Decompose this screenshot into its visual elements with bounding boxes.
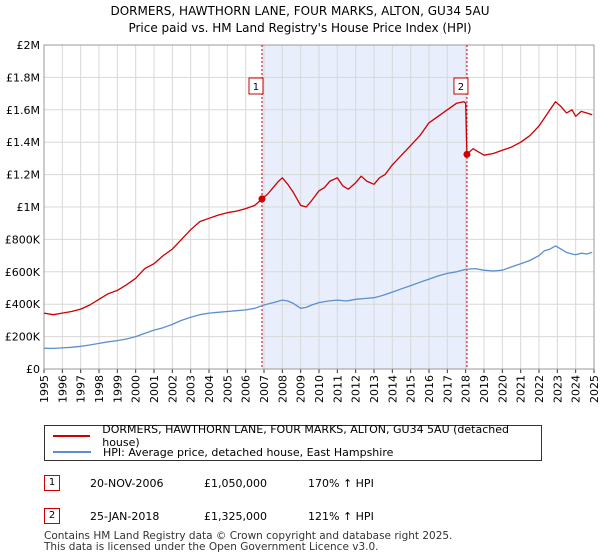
y-tick-label: £800K: [5, 233, 41, 246]
x-tick-label: 2005: [221, 375, 234, 403]
sale-number-label: 2: [458, 82, 464, 93]
y-tick-label: £0: [26, 363, 40, 376]
transaction-number: 1: [44, 475, 60, 491]
x-tick-label: 2025: [588, 375, 600, 403]
sale-number-box: [248, 77, 264, 95]
x-tick-label: 2012: [350, 375, 363, 403]
x-tick-label: 2002: [166, 375, 179, 403]
x-tick-label: 1995: [38, 375, 51, 403]
sale-number-box: [453, 77, 469, 95]
y-tick-label: £1M: [17, 201, 41, 214]
y-tick-label: £2M: [17, 39, 41, 52]
legend-item-hpi: HPI: Average price, detached house, East…: [53, 444, 393, 460]
price-chart: DORMERS, HAWTHORN LANE, FOUR MARKS, ALTO…: [5, 4, 600, 403]
x-tick-label: 1997: [75, 375, 88, 403]
plot-frame: [43, 44, 595, 370]
x-tick-label: 2017: [441, 375, 454, 403]
hpi-line: [43, 245, 593, 350]
x-tick-label: 2014: [386, 375, 399, 403]
transaction-date: 25-JAN-2018: [90, 510, 160, 523]
x-tick-label: 2001: [148, 375, 161, 403]
transaction-price: £1,325,000: [204, 510, 267, 523]
x-tick-label: 2007: [258, 375, 271, 403]
y-tick-label: £1.6M: [6, 104, 40, 117]
y-tick-label: £1.2M: [6, 169, 40, 182]
x-tick-label: 1999: [111, 375, 124, 403]
legend-label-property: DORMERS, HAWTHORN LANE, FOUR MARKS, ALTO…: [102, 423, 509, 449]
legend-item-property: DORMERS, HAWTHORN LANE, FOUR MARKS, ALTO…: [53, 423, 541, 449]
x-tick-label: 2018: [460, 375, 473, 403]
legend-swatch-property: [53, 435, 91, 437]
y-tick-label: £600K: [5, 266, 41, 279]
x-tick-label: 2015: [405, 375, 418, 403]
x-tick-label: 2021: [515, 375, 528, 403]
x-tick-label: 2013: [368, 375, 381, 403]
legend-label-hpi: HPI: Average price, detached house, East…: [103, 445, 394, 459]
x-tick-label: 2010: [313, 375, 326, 403]
chart-subtitle: Price paid vs. HM Land Registry's House …: [128, 21, 471, 35]
x-tick-label: 1996: [56, 375, 69, 403]
x-tick-label: 2020: [496, 375, 509, 403]
x-tick-label: 2016: [423, 375, 436, 403]
sale-point: [463, 150, 471, 158]
x-tick-label: 2023: [551, 375, 564, 403]
x-tick-label: 2004: [203, 375, 216, 403]
transaction-date: 20-NOV-2006: [90, 477, 164, 490]
transaction-price: £1,050,000: [204, 477, 267, 490]
sale-number-label: 1: [253, 82, 259, 93]
x-tick-label: 2008: [276, 375, 289, 403]
y-tick-label: £400K: [5, 298, 41, 311]
x-tick-label: 2009: [295, 375, 308, 403]
footer-line-2: This data is licensed under the Open Gov…: [44, 541, 379, 553]
x-tick-label: 1998: [93, 375, 106, 403]
transaction-hpi: 121% ↑ HPI: [308, 510, 374, 523]
x-tick-label: 2003: [185, 375, 198, 403]
y-tick-label: £1.8M: [6, 71, 40, 84]
sale-point: [258, 195, 266, 203]
x-tick-label: 2024: [570, 375, 583, 403]
legend-swatch-hpi: [53, 451, 91, 453]
x-tick-label: 2022: [533, 375, 546, 403]
chart-title: DORMERS, HAWTHORN LANE, FOUR MARKS, ALTO…: [111, 4, 490, 18]
transaction-hpi: 170% ↑ HPI: [308, 477, 374, 490]
y-tick-label: £1.4M: [6, 136, 40, 149]
legend: DORMERS, HAWTHORN LANE, FOUR MARKS, ALTO…: [44, 423, 542, 461]
x-tick-label: 2000: [130, 375, 143, 403]
x-tick-label: 2006: [240, 375, 253, 403]
x-tick-label: 2011: [331, 375, 344, 403]
x-tick-label: 2019: [478, 375, 491, 403]
transaction-number: 2: [44, 508, 60, 524]
y-tick-label: £200K: [5, 331, 41, 344]
property-price-line: [43, 101, 593, 316]
footer-line-1: Contains HM Land Registry data © Crown c…: [44, 530, 453, 542]
footer: Contains HM Land Registry data © Crown c…: [44, 531, 452, 553]
